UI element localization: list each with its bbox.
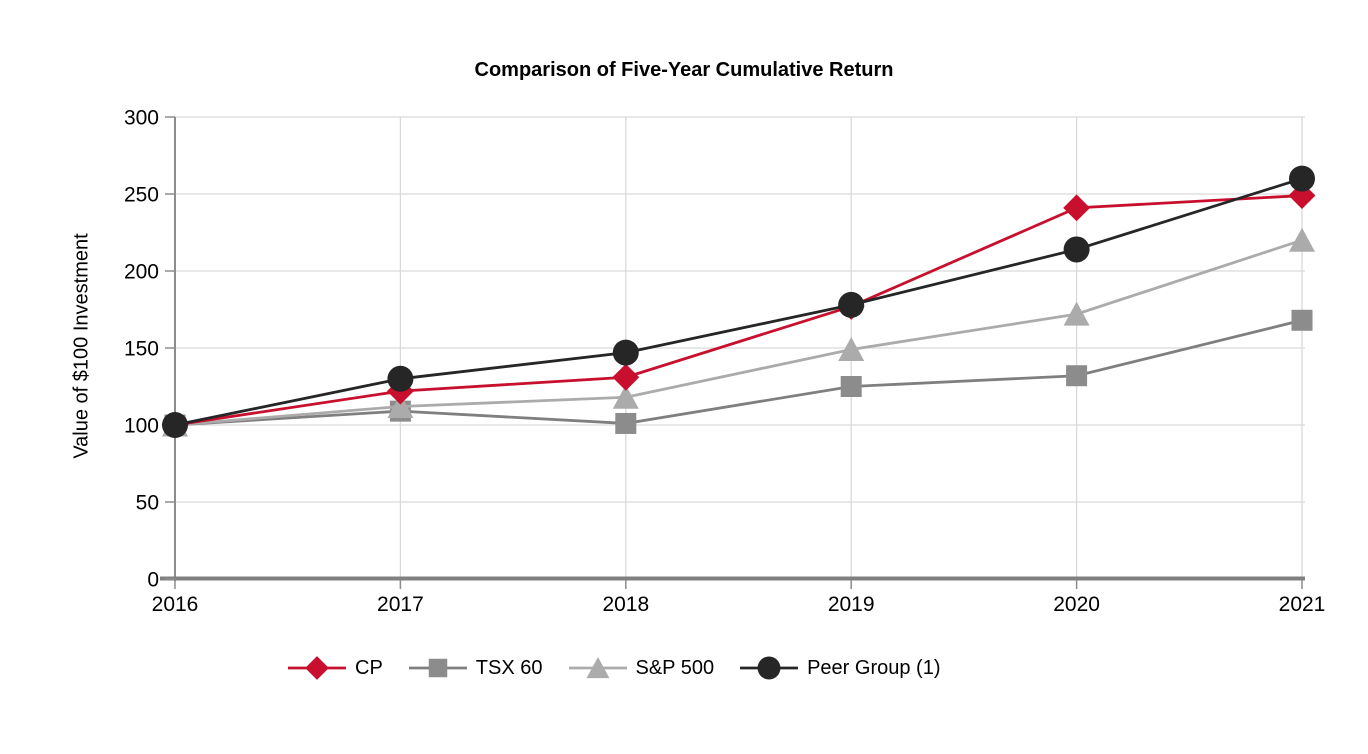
y-tick-label-0: 0 <box>147 569 159 592</box>
sp-500-triangle-icon <box>568 657 627 679</box>
legend-label-sp-500: S&P 500 <box>635 656 715 679</box>
chart-title: Comparison of Five-Year Cumulative Retur… <box>474 59 894 81</box>
marker-s-p-500-2021 <box>1289 227 1315 252</box>
legend-marker-s-p-500 <box>586 657 609 679</box>
marker-tsx-60-2019 <box>840 376 862 397</box>
legend-label-cp: CP <box>355 656 383 679</box>
tsx-60-square-icon <box>408 658 467 678</box>
y-tick-label-300: 300 <box>124 107 159 130</box>
x-tick-label-2019: 2019 <box>828 593 875 616</box>
legend-item-cp: CP <box>288 653 383 683</box>
legend-label-peer-group: Peer Group (1) <box>807 656 941 679</box>
x-tick-label-2018: 2018 <box>602 593 649 616</box>
x-tick-label-2017: 2017 <box>377 593 424 616</box>
x-tick-label-2020: 2020 <box>1053 593 1100 616</box>
marker-s-p-500-2019 <box>838 337 865 362</box>
legend-item-peer-group: Peer Group (1) <box>740 653 940 683</box>
series-line-cp <box>174 194 1303 427</box>
marker-peer-group-1-2016 <box>162 412 188 438</box>
legend-marker-peer-group-1 <box>757 656 781 680</box>
legend-item-sp-500: S&P 500 <box>568 653 715 683</box>
marker-peer-group-1-2018 <box>612 339 639 366</box>
y-tick-label-100: 100 <box>124 415 159 438</box>
marker-tsx-60-2021 <box>1291 309 1313 331</box>
marker-s-p-500-2017 <box>387 394 414 419</box>
cp-diamond-icon <box>288 656 346 680</box>
marker-peer-group-1-2020 <box>1063 236 1090 263</box>
marker-peer-group-1-2019 <box>838 291 865 318</box>
marker-cp-2020 <box>1063 194 1091 222</box>
y-tick-label-150: 150 <box>124 338 159 361</box>
x-tick-label-2016: 2016 <box>152 593 199 616</box>
marker-tsx-60-2018 <box>615 412 637 434</box>
marker-peer-group-1-2017 <box>387 365 414 392</box>
legend-marker-tsx-60 <box>428 658 448 678</box>
marker-s-p-500-2020 <box>1063 301 1090 326</box>
marker-s-p-500-2018 <box>612 384 639 409</box>
series-line-tsx-60 <box>174 318 1303 427</box>
legend-item-tsx-60: TSX 60 <box>408 653 543 683</box>
y-tick-label-50: 50 <box>136 492 159 515</box>
y-tick-label-250: 250 <box>124 184 159 207</box>
x-tick-label-2021: 2021 <box>1279 593 1326 616</box>
marker-peer-group-1-2021 <box>1289 165 1315 192</box>
series-line-s-p-500 <box>174 238 1303 427</box>
marker-cp-2018 <box>612 363 640 391</box>
y-tick-label-200: 200 <box>124 261 159 284</box>
legend-label-tsx-60: TSX 60 <box>475 656 543 679</box>
legend-marker-cp <box>305 656 329 680</box>
peer-group-circle-icon <box>740 656 799 680</box>
chart-legend: CP TSX 60 S&P 500 Peer Group (1) <box>288 651 940 685</box>
series-line-peer-group-1 <box>174 177 1303 427</box>
marker-tsx-60-2020 <box>1066 365 1088 387</box>
